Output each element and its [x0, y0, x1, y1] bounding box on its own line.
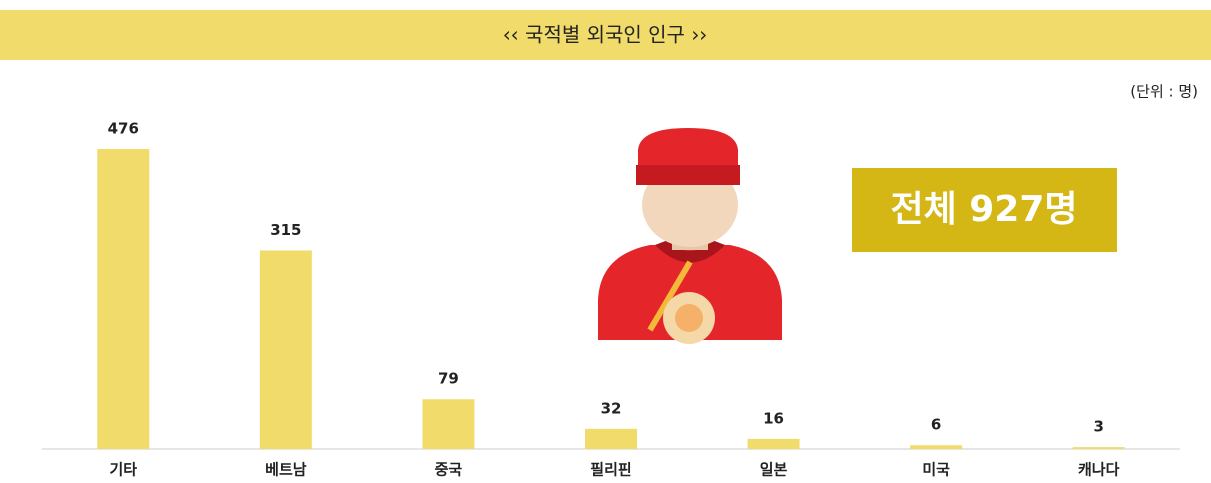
total-label: 전체 927명: [890, 189, 1077, 230]
x-tick-label: 중국: [435, 461, 463, 479]
bar: [747, 438, 800, 449]
x-tick-label: 베트남: [265, 461, 307, 479]
x-tick-label: 미국: [922, 461, 950, 479]
x-tick-label: 필리핀: [590, 461, 631, 479]
value-label: 16: [763, 409, 784, 427]
bar: [910, 445, 963, 449]
bar: [97, 149, 150, 449]
value-label: 315: [270, 221, 301, 239]
unit-label: (단위 : 명): [1130, 83, 1198, 101]
title-band: [0, 10, 1211, 60]
bar: [585, 428, 637, 449]
bar: [259, 250, 312, 449]
total-box: [852, 168, 1117, 252]
x-tick-label: 기타: [109, 461, 137, 479]
value-label: 3: [1093, 418, 1103, 436]
x-tick-label: 일본: [760, 461, 788, 479]
value-label: 79: [438, 370, 459, 388]
value-label: 476: [108, 120, 139, 138]
person-illustration: [598, 128, 782, 344]
x-tick-label: 캐나다: [1078, 461, 1120, 479]
chart-title: ‹‹ 국적별 외국인 인구 ››: [503, 23, 708, 47]
value-label: 32: [601, 399, 622, 417]
value-label: 6: [931, 416, 941, 434]
bar: [1072, 447, 1125, 449]
bar: [422, 399, 475, 449]
